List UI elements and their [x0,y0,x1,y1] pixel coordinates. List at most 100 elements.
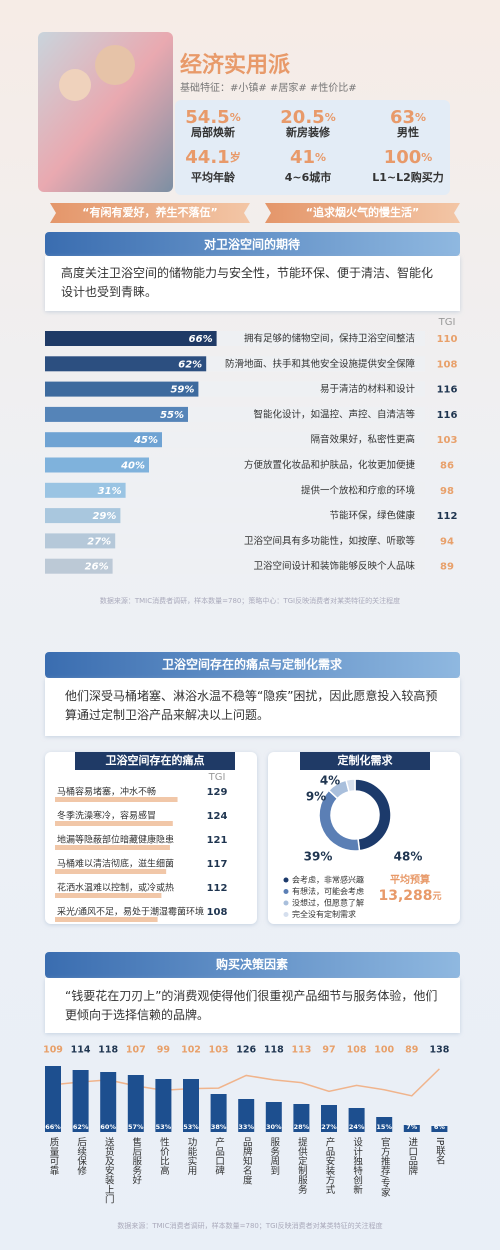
panel-title: 定制化需求 [338,753,394,767]
pain-card [45,752,257,924]
category-label: 送货及安装上门 [103,1136,115,1204]
expectations-chart: 66% 拥有足够的储物空间，保持卫浴空间整洁 110 62% 防滑地面、扶手和其他安全设… [45,331,457,574]
quote-banner [50,203,250,223]
category-label: 服务周到 [268,1137,280,1175]
features: 基础特征：#小镇# #居家# #性价比# [180,81,357,94]
panel-header [300,752,430,770]
category-label: 节能环保，绿色健康 [329,510,415,522]
category-label: 隔音效果好，私密性更高 [310,434,415,446]
value-label: 57% [128,1123,144,1131]
quote: “有闲有爱好，养生不落伍” [82,205,217,219]
value-label: 66% [189,334,213,345]
category-label: 提供一个放松和疗愈的环境 [301,484,416,496]
stat-number: 20.5 [280,107,324,128]
stat-label: 平均年龄 [191,170,236,184]
bar-track [45,508,425,524]
stat-value: 54.5% [185,107,240,128]
value-label: 4% [320,774,340,788]
stat-unit: 岁 [230,150,241,164]
value-label: 7% [406,1123,418,1131]
value-label: 27% [321,1123,337,1131]
tgi-value: 116 [437,385,458,396]
legend-marker [283,912,289,917]
category-label: 防滑地面、扶手和其他安全设施提供安全保障 [225,358,416,370]
quote-banner [265,203,460,223]
section-header [45,652,460,678]
stat-value: 20.5% [280,107,335,128]
donut-chart: 48% 会考虑，非常感兴趣 39% 有想法，可能会考虑 9% 没想过，但愿意了解 4% 完全没… [283,774,422,919]
legend-marker [283,877,289,883]
source: 数据来源：TMIC消费者调研，样本数量=780；TGI反映消费者对某类特征的关注… [117,1221,382,1230]
stat-label: 4~6城市 [285,170,332,184]
description: “钱要花在刀刃上”的消费观使得他们很重视产品细节与服务体验，他们更倾向于选择信赖… [65,989,438,1022]
category-label: IP联名 [434,1137,446,1165]
pain-list: 马桶容易堵塞，冲水不畅 129 冬季洗澡寒冷，容易感冒 124 地漏等隐蔽部位暗藏健康隐… [55,786,228,922]
stats-card [175,100,450,195]
category-label: 品牌知名度 [241,1137,253,1185]
stat-unit: % [325,111,336,124]
stat-value: 41% [290,147,326,168]
tgi-value: 103 [437,435,458,446]
category-label: 功能实用 [186,1137,198,1176]
tgi-value: 108 [437,359,458,370]
tgi-value: 102 [181,1045,201,1056]
pain-item: 花洒水温难以控制，或冷或热 [57,882,174,894]
category-label: 易于清洁的材料和设计 [320,383,416,395]
tgi-value: 117 [207,859,228,870]
description-box: “钱要花在刀刃上”的消费观使得他们很重视产品细节与服务体验，他们更倾向于选择信赖… [65,989,438,1022]
stat-number: 54.5 [185,107,229,128]
value-label: 31% [98,486,122,497]
tgi-value: 108 [207,907,228,918]
tgi-value: 89 [405,1045,418,1056]
panel-title: 卫浴空间存在的痛点 [106,753,205,767]
section-title: 卫浴空间存在的痛点与定制化需求 [162,657,343,672]
column [431,1126,448,1132]
underline-bar [55,821,173,826]
tgi-value: 129 [207,787,228,798]
stat-label: 局部焕新 [190,125,235,139]
bar [45,558,113,574]
value-label: 9% [306,790,326,804]
legend-marker [283,889,289,894]
pain-item: 冬季洗澡寒冷，容易感冒 [57,810,156,822]
value-label: 26% [85,562,109,573]
tgi-header: TGI [438,317,456,328]
tgi-value: 103 [209,1045,229,1056]
legend-label: 完全没有定制需求 [292,909,356,919]
bar-track [45,558,425,574]
category-label: 提供定制服务 [296,1136,308,1195]
value-label: 66% [45,1123,61,1131]
column [238,1099,255,1132]
value-label: 59% [170,385,194,396]
stat-number: 63 [390,107,415,128]
category-label: 售后服务好 [130,1136,142,1185]
bar [45,457,149,473]
tgi-value: 98 [440,486,454,497]
column [348,1108,365,1132]
value-label: 27% [87,536,111,547]
section-title: 对卫浴空间的期待 [204,237,300,252]
category-label: 产品口碑 [213,1136,225,1176]
bar-track [45,533,425,549]
value-label: 24% [349,1123,365,1131]
tgi-value: 100 [374,1045,394,1056]
description-card [45,256,460,311]
bar [45,533,116,549]
purchase-chart: 66% 109 质量可靠 62% 114 后续保修 60% 118 送货及安装上门 57% 107 售… [43,1045,450,1205]
category-label: 质量可靠 [48,1136,60,1176]
tgi-value: 112 [207,883,228,894]
stat-number: 100 [384,147,422,168]
tgi-value: 89 [440,562,454,573]
category-label: 方便放置化妆品和护肤品，化妆更加便捷 [244,459,416,471]
tgi-value: 107 [126,1045,146,1056]
stat-number: 44.1 [185,147,229,168]
value-label: 60% [100,1123,116,1131]
value-label: 38% [211,1123,227,1131]
column [210,1094,227,1132]
category-label: 卫浴空间设计和装饰能够反映个人品味 [253,560,415,572]
underline-bar [55,917,158,922]
column [265,1102,282,1132]
category-label: 设计独特创新 [351,1137,363,1195]
value-label: 62% [73,1123,89,1131]
